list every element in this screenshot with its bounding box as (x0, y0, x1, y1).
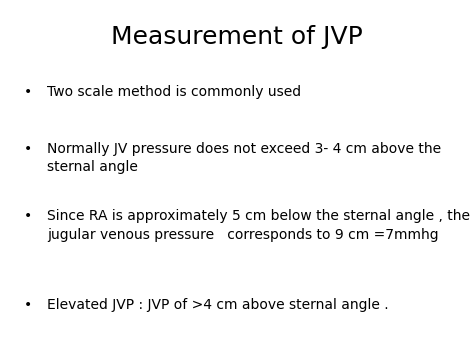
Text: Two scale method is commonly used: Two scale method is commonly used (47, 85, 301, 99)
Text: Elevated JVP : JVP of >4 cm above sternal angle .: Elevated JVP : JVP of >4 cm above sterna… (47, 298, 389, 312)
Text: •: • (24, 142, 33, 156)
Text: Since RA is approximately 5 cm below the sternal angle , the
jugular venous pres: Since RA is approximately 5 cm below the… (47, 209, 470, 242)
Text: •: • (24, 85, 33, 99)
Text: •: • (24, 298, 33, 312)
Text: •: • (24, 209, 33, 223)
Text: Normally JV pressure does not exceed 3- 4 cm above the
sternal angle: Normally JV pressure does not exceed 3- … (47, 142, 441, 174)
Text: Measurement of JVP: Measurement of JVP (111, 25, 363, 49)
